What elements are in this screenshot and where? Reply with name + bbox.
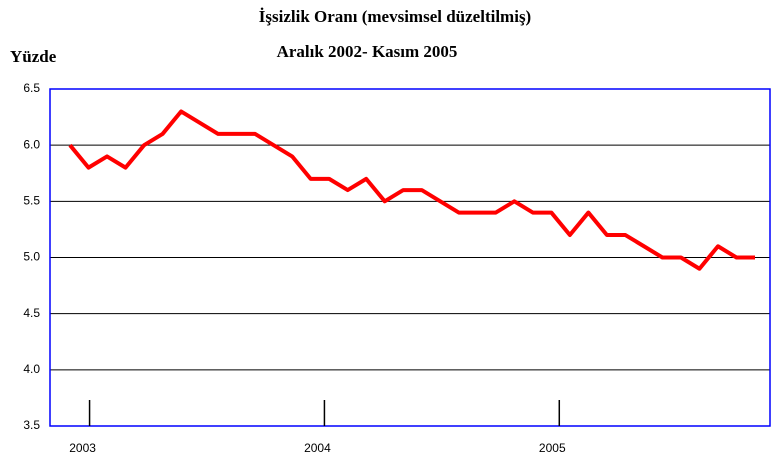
- chart-title: İşsizlik Oranı (mevsimsel düzeltilmiş): [259, 7, 531, 26]
- y-axis-label: Yüzde: [10, 47, 57, 66]
- y-tick-label: 3.5: [23, 418, 40, 432]
- y-tick-label: 6.0: [23, 137, 40, 151]
- x-tick-label: 2003: [69, 441, 96, 455]
- chart-subtitle: Aralık 2002- Kasım 2005: [277, 42, 458, 61]
- data-line: [68, 109, 755, 271]
- y-tick-label: 5.5: [23, 194, 40, 208]
- x-tick-label: 2005: [539, 441, 566, 455]
- y-tick-label: 4.5: [23, 306, 40, 320]
- y-tick-label: 5.0: [23, 250, 40, 264]
- y-tick-label: 4.0: [23, 362, 40, 376]
- y-tick-label: 6.5: [23, 81, 40, 95]
- plot-border: [49, 88, 771, 427]
- x-tick-label: 2004: [304, 441, 331, 455]
